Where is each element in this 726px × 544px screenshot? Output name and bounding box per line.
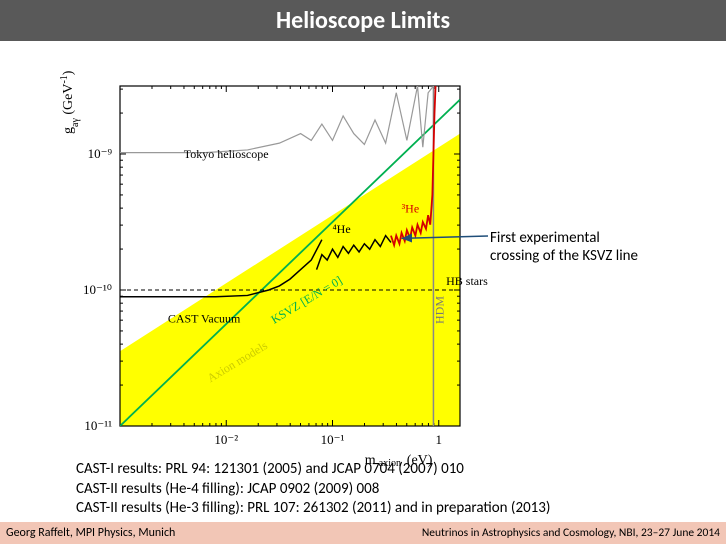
svg-text:Tokyo helioscope: Tokyo helioscope <box>184 147 269 161</box>
annotation-line1: First experimental <box>490 229 600 247</box>
cast2a-result: CAST-II results (He-4 filling): JCAP 090… <box>76 480 550 500</box>
footer-author: Georg Raffelt, MPI Physics, Munich <box>6 526 175 540</box>
cast2b-result: CAST-II results (He-3 filling): PRL 107:… <box>76 499 550 519</box>
svg-text:CAST Vacuum: CAST Vacuum <box>168 312 241 326</box>
svg-text:⁴He: ⁴He <box>333 222 351 236</box>
page-title: Helioscope Limits <box>0 0 726 41</box>
results-text: CAST-I results: PRL 94: 121301 (2005) an… <box>76 460 550 519</box>
svg-text:gaγ (GeV-1): gaγ (GeV-1) <box>59 70 81 134</box>
footer-venue: Neutrinos in Astrophysics and Cosmology,… <box>422 526 720 540</box>
svg-text:HB stars: HB stars <box>446 274 488 288</box>
cast1-result: CAST-I results: PRL 94: 121301 (2005) an… <box>76 460 550 480</box>
annotation-label: First experimental crossing of the KSVZ … <box>490 229 638 265</box>
svg-text:³He: ³He <box>402 201 420 215</box>
chart-container: 10⁻²10⁻¹110⁻¹¹10⁻¹⁰10⁻⁹maxion(eV)gaγ (Ge… <box>0 41 726 471</box>
svg-text:10⁻²: 10⁻² <box>214 432 238 447</box>
svg-text:HDM: HDM <box>432 296 446 324</box>
footer-bar: Georg Raffelt, MPI Physics, Munich Neutr… <box>0 522 726 544</box>
svg-text:10⁻¹¹: 10⁻¹¹ <box>84 418 112 433</box>
svg-text:1: 1 <box>436 432 443 447</box>
svg-text:10⁻⁹: 10⁻⁹ <box>88 146 113 161</box>
svg-text:10⁻¹⁰: 10⁻¹⁰ <box>83 282 112 297</box>
svg-text:10⁻¹: 10⁻¹ <box>321 432 345 447</box>
annotation-line2: crossing of the KSVZ line <box>490 247 638 265</box>
